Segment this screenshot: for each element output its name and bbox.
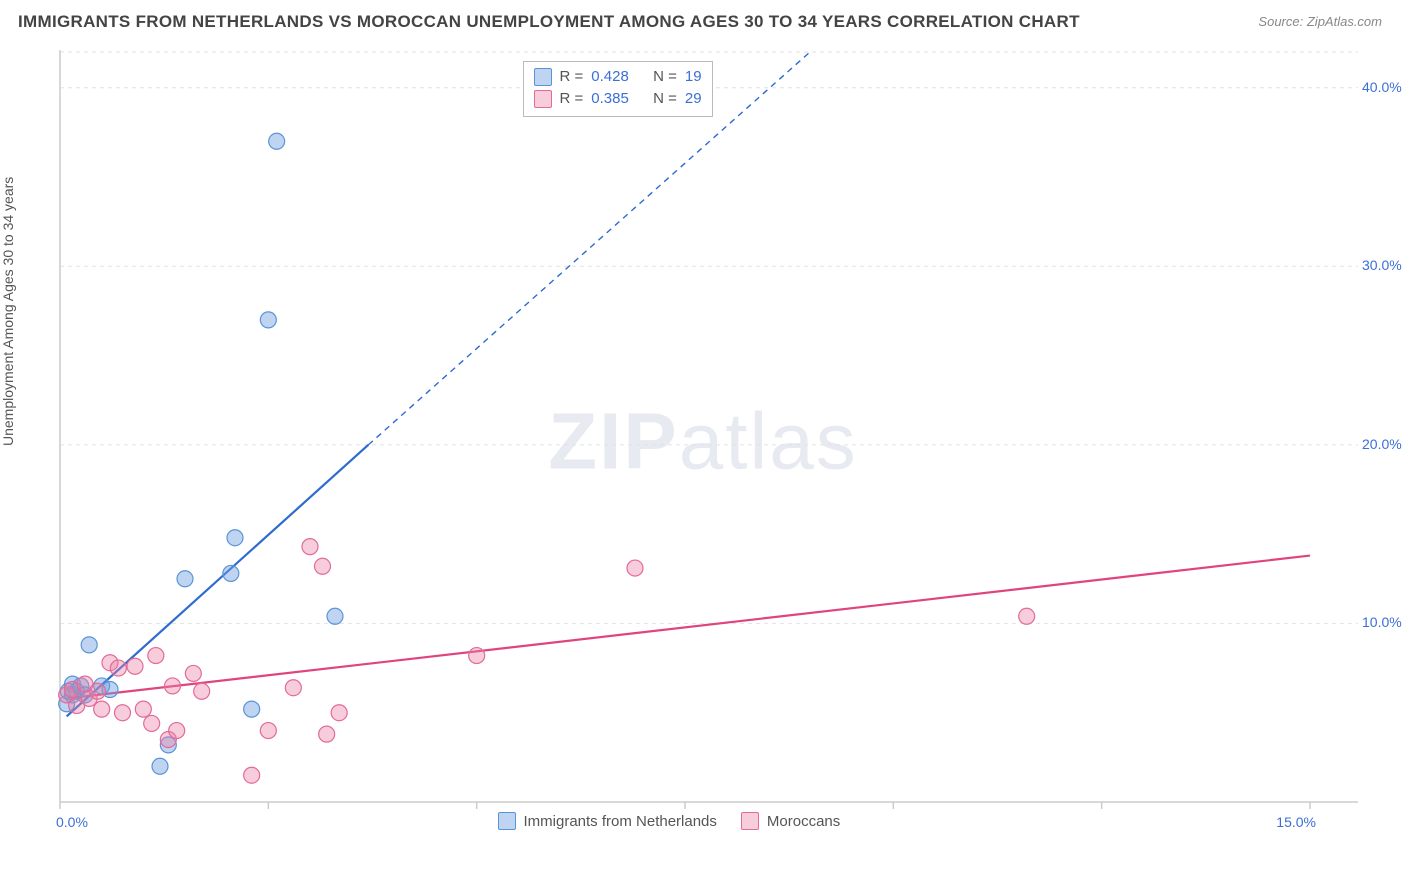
legend-label: Moroccans <box>767 813 840 830</box>
chart-svg <box>50 46 1370 838</box>
stats-row: R = 0.428 N = 19 <box>534 66 702 88</box>
legend-item: Immigrants from Netherlands <box>498 812 717 830</box>
r-label: R = <box>560 88 584 110</box>
n-value: 19 <box>685 66 702 88</box>
legend-swatch <box>498 812 516 830</box>
legend-swatch <box>534 68 552 86</box>
y-axis-label: Unemployment Among Ages 30 to 34 years <box>0 177 16 446</box>
tick-label: 20.0% <box>1362 436 1402 452</box>
tick-label: 40.0% <box>1362 79 1402 95</box>
stats-row: R = 0.385 N = 29 <box>534 88 702 110</box>
r-value: 0.385 <box>591 88 629 110</box>
chart-title: IMMIGRANTS FROM NETHERLANDS VS MOROCCAN … <box>18 12 1080 32</box>
stats-legend: R = 0.428 N = 19 R = 0.385 N = 29 <box>523 61 713 117</box>
legend-label: Immigrants from Netherlands <box>524 813 717 830</box>
r-label: R = <box>560 66 584 88</box>
series-legend: Immigrants from Netherlands Moroccans <box>498 812 841 830</box>
legend-swatch <box>741 812 759 830</box>
tick-label: 15.0% <box>1276 814 1316 830</box>
r-value: 0.428 <box>591 66 629 88</box>
n-value: 29 <box>685 88 702 110</box>
n-label: N = <box>653 66 677 88</box>
source-value: ZipAtlas.com <box>1307 14 1382 29</box>
tick-label: 10.0% <box>1362 614 1402 630</box>
legend-swatch <box>534 90 552 108</box>
plot-area <box>50 46 1370 838</box>
n-label: N = <box>653 88 677 110</box>
source-label: Source: <box>1258 14 1303 29</box>
source-attribution: Source: ZipAtlas.com <box>1258 14 1382 29</box>
tick-label: 0.0% <box>56 814 88 830</box>
tick-label: 30.0% <box>1362 257 1402 273</box>
legend-item: Moroccans <box>741 812 840 830</box>
